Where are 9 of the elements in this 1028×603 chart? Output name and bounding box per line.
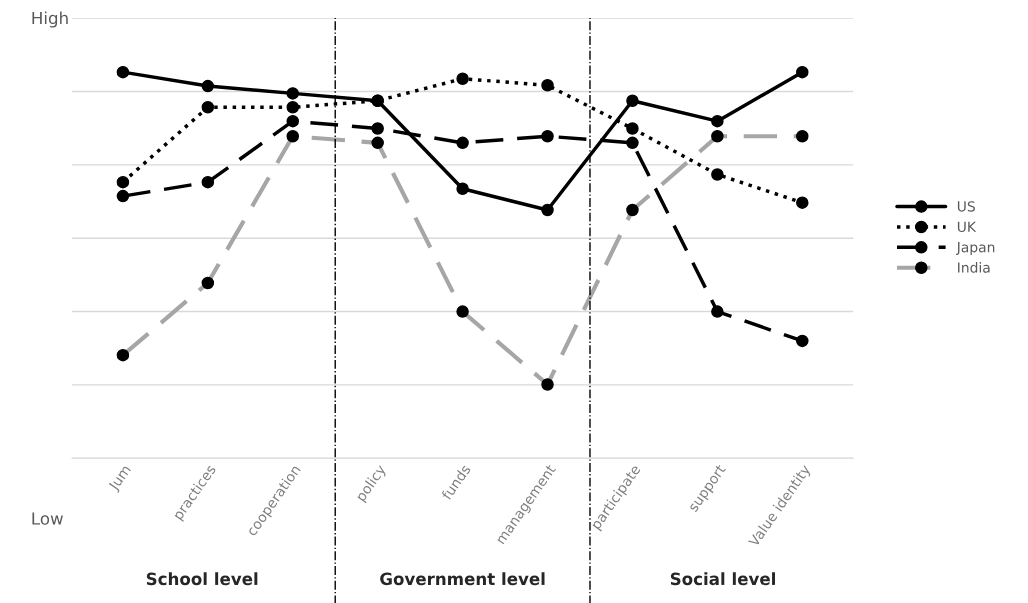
legend-label: US (957, 201, 975, 212)
text: High (32, 11, 68, 28)
legend-label: India (958, 262, 990, 273)
text: Low (32, 512, 63, 525)
text: School level (146, 572, 258, 586)
text: Government level (380, 572, 545, 586)
text: Social level (670, 572, 775, 586)
legend-label: UK (957, 221, 977, 233)
legend-label: Japan (956, 242, 995, 256)
